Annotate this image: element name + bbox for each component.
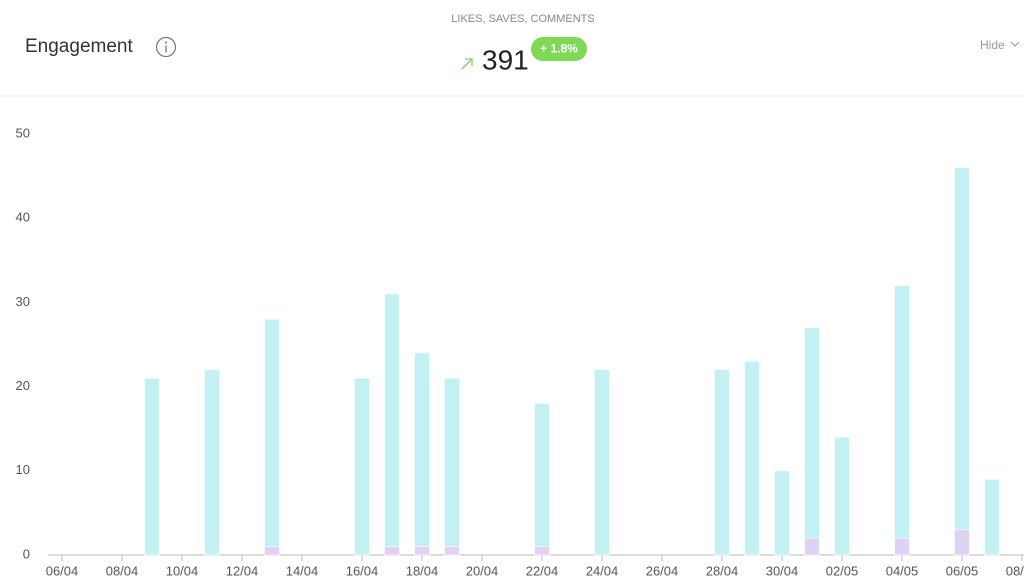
bar-segment xyxy=(774,470,790,556)
bar-segment xyxy=(264,318,280,547)
trend-arrow xyxy=(461,58,473,70)
x-tick-label: 28/04 xyxy=(706,563,739,578)
x-tick-label: 04/05 xyxy=(886,563,919,578)
x-tick-label: 22/04 xyxy=(526,563,559,578)
bar-segment xyxy=(204,369,220,556)
widget-title: Engagement xyxy=(25,36,133,57)
bar-segment xyxy=(984,478,1000,556)
x-tick-label: 16/04 xyxy=(346,563,379,578)
y-tick-label: 20 xyxy=(16,378,30,393)
x-tick-label: 02/05 xyxy=(826,563,859,578)
change-value: + 1.8% xyxy=(540,42,578,56)
bar-segment xyxy=(414,352,430,547)
metric-label: LIKES, SAVES, COMMENTS xyxy=(451,13,594,25)
bar-segment xyxy=(534,403,550,547)
bar-segment xyxy=(804,537,820,556)
y-tick-label: 0 xyxy=(23,546,30,561)
x-tick-label: 20/04 xyxy=(466,563,499,578)
plot: 0 10 20 30 40 50 06/04 08/04 10/04 12/04 14/04 16/0… xyxy=(16,125,1024,578)
bar-segment xyxy=(804,327,820,539)
x-tick-label: 10/04 xyxy=(166,563,199,578)
x-tick-label: 14/04 xyxy=(286,563,319,578)
bar-segment xyxy=(534,546,550,556)
hide-chevron[interactable] xyxy=(1010,41,1020,47)
bar-segment xyxy=(744,361,760,556)
change-badge xyxy=(531,37,587,61)
x-tick-label: 08/04 xyxy=(106,563,139,578)
x-tick-label: 08/05 xyxy=(1006,563,1024,578)
metric-value: 391 xyxy=(482,44,529,75)
x-tick-label: 26/04 xyxy=(646,563,679,578)
x-tick-label: 18/04 xyxy=(406,563,439,578)
bar-segment xyxy=(594,369,610,556)
bar-segment xyxy=(444,546,460,556)
x-tick-label: 06/05 xyxy=(946,563,979,578)
bar-segment xyxy=(894,537,910,556)
bar-segment xyxy=(714,369,730,556)
bar-segment xyxy=(954,167,970,531)
info-icon[interactable] xyxy=(155,36,177,58)
bar-segment xyxy=(144,377,160,556)
hide-button[interactable]: Hide xyxy=(980,38,1005,52)
bar-segment xyxy=(264,546,280,556)
y-tick-label: 50 xyxy=(16,125,30,140)
y-tick-label: 40 xyxy=(16,210,30,225)
bar-segment xyxy=(414,546,430,556)
bar-segment xyxy=(354,377,370,556)
y-tick-label: 30 xyxy=(16,294,30,309)
bar-segment xyxy=(444,377,460,547)
bar-segment xyxy=(384,546,400,556)
bar-segment xyxy=(834,436,850,556)
x-tick-label: 30/04 xyxy=(766,563,799,578)
x-tick-label: 24/04 xyxy=(586,563,619,578)
x-tick-label: 06/04 xyxy=(46,563,79,578)
bar-segment xyxy=(384,293,400,547)
y-tick-label: 10 xyxy=(16,462,30,477)
x-tick-label: 12/04 xyxy=(226,563,259,578)
bar-segment xyxy=(894,285,910,539)
bar-segment xyxy=(954,529,970,556)
